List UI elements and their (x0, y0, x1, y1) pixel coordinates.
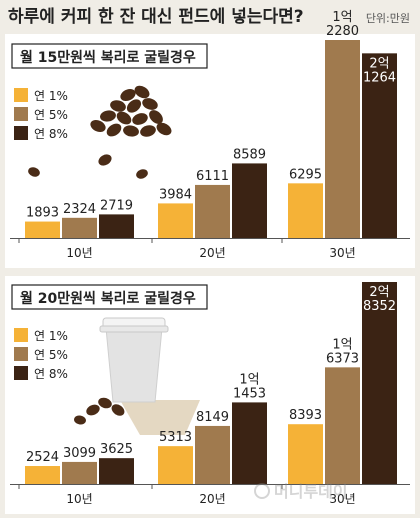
coffee-beans-icon (28, 85, 172, 179)
chart-top: 연 1% 연 5% 연 8% 10년 1893 2324 2719 20년 3984 6111 85… (10, 10, 410, 260)
panel-top-title: 월 15만원씩 복리로 굴릴경우 (20, 49, 196, 66)
legend-swatch-1 (14, 88, 28, 102)
bar-10년-1 (25, 466, 60, 484)
data-label: 1264 (363, 70, 396, 85)
x-tick-label: 30년 (329, 246, 355, 260)
bar-30년-1 (288, 183, 323, 238)
watermark-logo-icon (254, 483, 270, 499)
bar-30년-2 (325, 40, 360, 238)
data-label: 8393 (289, 408, 322, 423)
data-label: 1억 (332, 337, 352, 352)
bar-20년-3 (232, 163, 267, 238)
legend-label-1: 연 1% (34, 329, 68, 343)
data-label: 1893 (26, 206, 59, 221)
legend-label-2: 연 5% (34, 108, 68, 122)
bar-20년-1 (158, 446, 193, 484)
x-tick-label: 20년 (199, 492, 225, 506)
legend-label-3: 연 8% (34, 367, 68, 381)
legend-swatch-1 (14, 328, 28, 342)
data-label: 2524 (26, 450, 59, 465)
charts-layer: 연 1% 연 5% 연 8% 10년 1893 2324 2719 20년 3984 6111 85… (10, 10, 410, 506)
legend-label-1: 연 1% (34, 89, 68, 103)
data-label: 6295 (289, 167, 322, 182)
data-label: 2280 (326, 24, 359, 39)
data-label: 3625 (100, 442, 133, 457)
main-title: 하루에 커피 한 잔 대신 펀드에 넣는다면? (8, 7, 304, 27)
panel-top-title-box (11, 43, 208, 69)
bar-10년-2 (62, 217, 97, 238)
panel-bottom-title: 월 20만원씩 복리로 굴릴경우 (20, 290, 196, 307)
data-label: 1억 (239, 372, 259, 387)
coffee-cup-icon (74, 317, 200, 435)
bar-10년-2 (62, 461, 97, 484)
bar-20년-3 (232, 402, 267, 484)
data-label: 8149 (196, 410, 229, 425)
data-label: 6111 (196, 169, 229, 184)
bar-20년-1 (158, 203, 193, 238)
legend-swatch-2 (14, 107, 28, 121)
data-label: 8352 (363, 299, 396, 314)
legend-label-3: 연 8% (34, 127, 68, 141)
watermark: 머니투데이 (254, 482, 348, 501)
watermark-text: 머니투데이 (274, 482, 348, 501)
bar-30년-2 (325, 367, 360, 484)
legend-swatch-3 (14, 366, 28, 380)
bar-30년-1 (288, 424, 323, 484)
data-label: 3984 (159, 187, 192, 202)
data-label: 2억 (369, 56, 389, 71)
bar-10년-1 (25, 221, 60, 238)
data-label: 8589 (233, 147, 266, 162)
bar-30년-3 (362, 53, 397, 239)
bar-30년-3 (362, 282, 397, 484)
panel-bottom-title-box (11, 284, 208, 310)
bar-10년-3 (99, 458, 134, 484)
x-tick-label: 30년 (329, 492, 355, 506)
unit-label: 단위:만원 (366, 12, 410, 25)
x-tick-label: 20년 (199, 246, 225, 260)
bar-20년-2 (195, 184, 230, 238)
data-label: 5313 (159, 430, 192, 445)
legend-swatch-3 (14, 126, 28, 140)
data-label: 1억 (332, 10, 352, 25)
chart-bottom: 연 1% 연 5% 연 8% 10년 2524 3099 3625 20년 5313 8149 1억… (10, 282, 410, 506)
data-label: 2억 (369, 285, 389, 300)
data-label: 2324 (63, 202, 96, 217)
x-tick-label: 10년 (66, 492, 92, 506)
data-label: 6373 (326, 351, 359, 366)
bar-10년-3 (99, 214, 134, 238)
data-label: 1453 (233, 386, 266, 401)
x-tick-label: 10년 (66, 246, 92, 260)
data-label: 2719 (100, 198, 133, 213)
bar-20년-2 (195, 425, 230, 484)
legend-label-2: 연 5% (34, 348, 68, 362)
data-label: 3099 (63, 446, 96, 461)
legend-swatch-2 (14, 347, 28, 361)
